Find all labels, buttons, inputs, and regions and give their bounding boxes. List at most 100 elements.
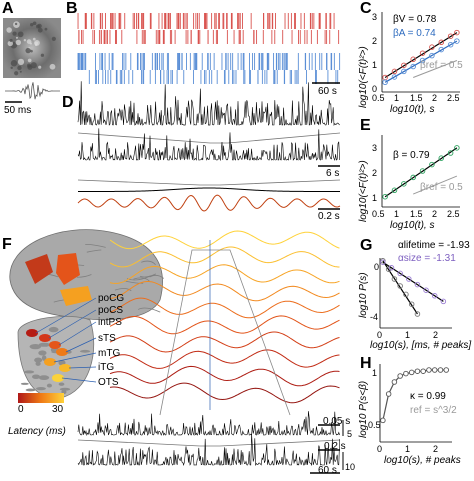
rf-texture	[30, 23, 34, 27]
brain-sulcus	[76, 274, 92, 278]
g-legend-lifetime: αlifetime = -1.93	[398, 240, 470, 251]
data-point	[401, 62, 407, 69]
e-legend-bref: βref = 0.5	[420, 182, 463, 193]
data-point	[437, 367, 444, 373]
data-point	[414, 311, 421, 317]
c-ylabel: log10(<F(t)²>)	[358, 46, 369, 108]
c-xtick: 1	[394, 93, 400, 103]
brain-sulcus	[86, 249, 102, 253]
rf-texture	[6, 27, 12, 33]
data-point	[429, 44, 435, 50]
d-zoom-guide-1	[77, 132, 341, 144]
data-point	[382, 193, 388, 200]
panel-label-g: G	[360, 237, 373, 254]
data-point	[391, 276, 398, 282]
g-ylabel: log10 P(s)	[358, 272, 369, 318]
g-xtick: 1	[405, 330, 411, 340]
data-point	[454, 29, 460, 36]
rf-texture	[17, 65, 22, 71]
f-trace-long	[77, 433, 340, 467]
rf-texture	[35, 24, 40, 29]
colorbar-max: 30	[52, 404, 64, 415]
fit-line	[382, 260, 418, 315]
f-ytick-10: 10	[345, 462, 356, 472]
panel-label-d: D	[62, 94, 74, 111]
brain-sulcus	[139, 273, 157, 278]
c-legend-bref: βref = 0.5	[420, 60, 463, 71]
d-scale-label-2: 0.2 s	[318, 211, 340, 222]
rf-texture	[37, 27, 43, 33]
data-point	[385, 266, 392, 272]
brain-sulcus	[133, 277, 150, 282]
a-waveform	[4, 82, 61, 100]
data-point	[397, 270, 403, 277]
data-point	[391, 379, 398, 385]
f-latency-trace	[109, 281, 340, 302]
flatmap-texture	[35, 361, 41, 366]
flatmap-texture	[38, 342, 51, 347]
b-scale-label: 60 s	[318, 86, 337, 97]
data-point	[426, 367, 432, 373]
data-point	[419, 50, 426, 56]
panel-label-f: F	[2, 236, 12, 253]
brain-lateral-view	[9, 229, 163, 321]
rf-texture	[17, 31, 24, 38]
h-xtick: 2	[433, 444, 439, 454]
d-scale-label-1: 6 s	[326, 168, 340, 179]
flatmap-texture	[25, 388, 36, 392]
h-ytick: 0.5	[368, 420, 381, 430]
flatmap-activation	[26, 329, 38, 337]
rf-texture	[10, 66, 13, 70]
brain-sulcus	[85, 244, 106, 248]
data-point	[408, 301, 415, 307]
h-xtick: 1	[405, 444, 411, 454]
data-point	[443, 367, 449, 373]
f-latency-trace	[109, 349, 340, 369]
data-point	[447, 33, 454, 39]
region-leader-line	[58, 321, 97, 346]
e-legend-b: β = 0.79	[393, 150, 430, 161]
rf-texture	[14, 22, 18, 26]
brain-activation	[56, 253, 80, 285]
flatmap-texture	[29, 343, 42, 350]
brain-sulcus	[149, 274, 165, 279]
rf-texture	[32, 21, 37, 26]
f-ytick-5: 5	[347, 429, 353, 439]
f-scale-3: 60 s	[318, 465, 337, 476]
data-point	[380, 259, 386, 265]
rf-texture	[34, 43, 38, 47]
rf-texture	[9, 38, 13, 43]
c-xlabel: log10(t), s	[390, 104, 435, 115]
series-line	[413, 175, 458, 195]
f-region-label: poCS	[98, 305, 124, 316]
data-point	[431, 293, 438, 299]
data-point	[438, 39, 445, 46]
data-point	[431, 367, 438, 373]
flatmap-texture	[24, 370, 35, 374]
flatmap-activation	[56, 348, 68, 356]
h-xtick: 0	[377, 444, 383, 454]
f-latency-trace	[109, 365, 340, 387]
data-point	[423, 287, 429, 293]
data-point	[440, 298, 447, 305]
flatmap-activation	[44, 358, 56, 366]
brain-sulcus	[114, 288, 132, 292]
data-point	[401, 181, 407, 187]
data-point	[380, 417, 386, 424]
f-scale-1: 0.05 s	[323, 416, 351, 427]
f-scale-2: 0.2 s	[324, 441, 346, 452]
f-zoom-guide-2	[77, 439, 341, 447]
rf-texture	[15, 39, 22, 46]
rf-texture	[19, 70, 22, 73]
region-leader-line	[61, 377, 97, 383]
flatmap-texture	[59, 387, 71, 391]
flatmap-texture	[48, 326, 59, 333]
rf-texture	[40, 53, 45, 57]
f-latency-trace	[109, 382, 340, 404]
g-ytick: 0	[374, 262, 380, 272]
c-xtick: 2	[432, 93, 438, 103]
data-point	[429, 52, 435, 59]
data-point	[401, 68, 407, 75]
data-point	[414, 368, 421, 374]
